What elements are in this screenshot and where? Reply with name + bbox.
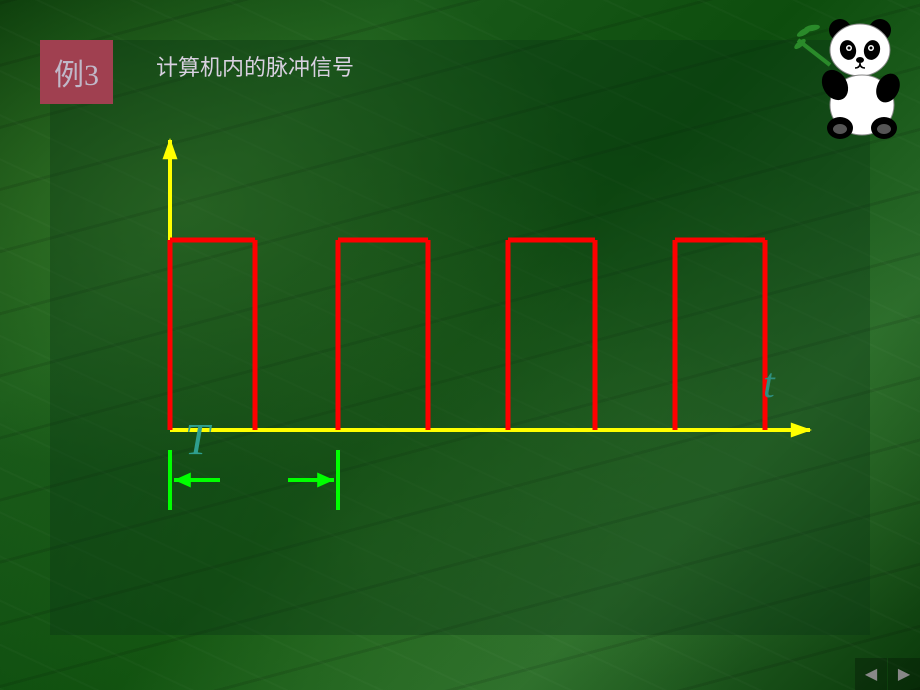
pulse-chart	[140, 130, 860, 530]
period-label: T	[185, 414, 209, 465]
example-badge: 例3	[40, 40, 113, 104]
slide-title: 计算机内的脉冲信号	[156, 50, 354, 82]
next-slide-button[interactable]: ▶	[888, 658, 920, 690]
arrow-right-icon: ▶	[898, 664, 910, 684]
arrow-left-icon: ◀	[865, 664, 877, 684]
x-axis-label: t	[763, 360, 775, 408]
content-panel	[50, 40, 870, 635]
prev-slide-button[interactable]: ◀	[855, 658, 887, 690]
nav-arrows: ◀ ▶	[854, 658, 920, 690]
panda-decoration	[790, 10, 910, 140]
example-badge-text: 例3	[54, 59, 99, 92]
